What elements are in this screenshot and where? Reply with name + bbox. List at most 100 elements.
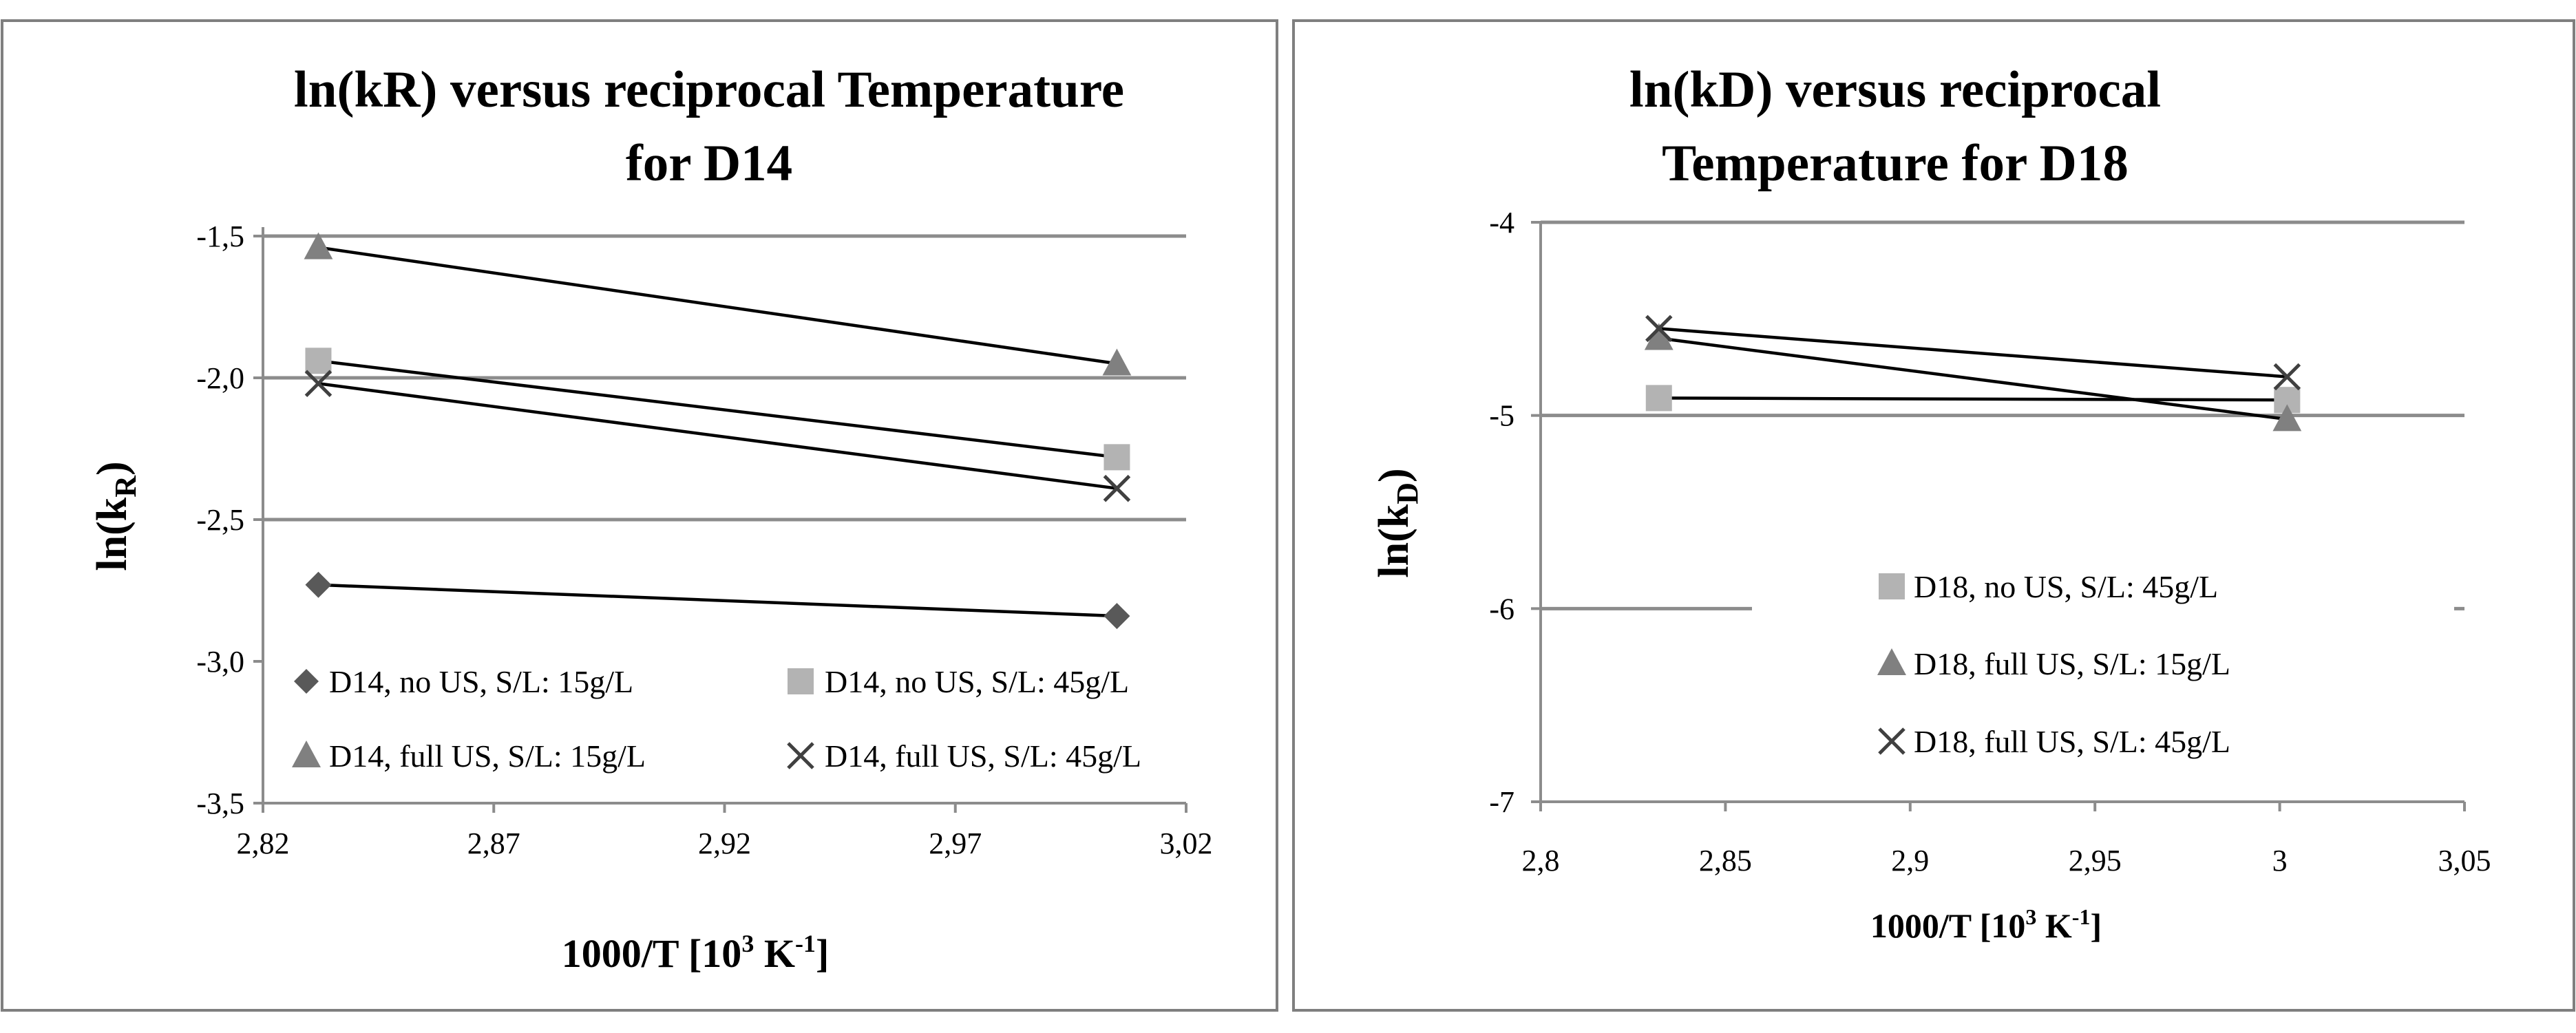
chart-d18-x-axis-label: 1000/T [103 K-1] <box>1870 904 2102 945</box>
chart-d14-series-line <box>318 583 1117 618</box>
chart-d14-data-point-x <box>304 370 332 398</box>
legend-label: D18, full US, S/L: 15g/L <box>1914 646 2230 681</box>
chart-d18-series-lines <box>1658 327 2288 421</box>
legend-marker-square <box>788 668 814 694</box>
chart-d14-y-axis-label: ln(kR) <box>89 461 142 571</box>
chart-d18-series-line <box>1658 396 2288 402</box>
chart-d14-gridlines <box>263 234 1186 522</box>
chart-d18-x-tick-label: 2,95 <box>2069 844 2122 877</box>
chart-d18-xlabel-close: ] <box>2090 906 2102 945</box>
chart-d14-xlabel-sup1: 3 <box>741 930 754 957</box>
chart-d18-x-ticks: 2,8 2,85 2,9 2,95 3 3,05 <box>1522 802 2491 877</box>
chart-d18-xlabel-sup1: 3 <box>2025 904 2036 929</box>
legend-label: D14, no US, S/L: 15g/L <box>329 664 633 699</box>
chart-d18-ylabel-close: ) <box>1371 468 1417 482</box>
chart-d14-x-ticks: 2,82 2,87 2,92 2,97 3,02 <box>237 803 1213 860</box>
chart-d18-legend-background <box>1752 551 2454 785</box>
chart-d14-x-tick-label: 2,87 <box>467 827 520 860</box>
legend-label: D14, full US, S/L: 15g/L <box>329 738 646 774</box>
chart-d18: ln(kD) versus reciprocal Temperature for… <box>1292 19 2575 1012</box>
chart-d18-frame <box>1292 19 2575 1012</box>
chart-d18-ylabel-sub: D <box>1391 482 1424 504</box>
chart-d14-title-line-2: for D14 <box>626 135 792 192</box>
chart-d18-ylabel-main: ln(k <box>1371 504 1417 577</box>
chart-d18-x-tick-label: 3 <box>2272 844 2288 877</box>
chart-d14-data-point-triangle <box>1102 348 1132 376</box>
legend-item-2: D18, full US, S/L: 45g/L <box>1878 724 2230 759</box>
chart-d14-x-tick-label: 2,97 <box>929 827 982 860</box>
chart-d18-y-tick-label: -5 <box>1489 399 1514 433</box>
chart-d18-xlabel-mid: K <box>2036 906 2072 945</box>
chart-d18-y-tick-label: -4 <box>1489 206 1514 239</box>
chart-d18-series-line <box>1658 327 2288 379</box>
chart-d14-data-point-diamond <box>1104 603 1130 630</box>
chart-d18-xlabel-main: 1000/T [10 <box>1870 906 2026 945</box>
legend-label: D18, full US, S/L: 45g/L <box>1914 724 2230 759</box>
chart-d18-xlabel-sup2: -1 <box>2072 904 2091 929</box>
chart-d18-series-line <box>1658 337 2288 421</box>
chart-d18-data-point-x <box>2273 363 2301 391</box>
legend-item-1: D14, no US, S/L: 45g/L <box>788 664 1129 699</box>
chart-d14-data-point-square <box>1104 444 1130 471</box>
chart-d14-ylabel-close: ) <box>89 461 136 476</box>
chart-d18-title-line-1: ln(kD) versus reciprocal <box>1629 61 2161 118</box>
legend-marker-x <box>787 742 814 769</box>
chart-d14-y-tick-label: -1,5 <box>196 220 244 253</box>
chart-d18-axes <box>1539 222 2464 803</box>
legend-marker-x <box>1878 727 1905 755</box>
chart-d14-x-tick-label: 2,92 <box>698 827 751 860</box>
legend-marker-diamond <box>294 669 319 694</box>
legend-label: D14, no US, S/L: 45g/L <box>825 664 1129 699</box>
chart-d18-y-ticks: -4 -5 -6 -7 <box>1489 206 1541 819</box>
chart-d14-x-tick-label: 3,02 <box>1160 827 1213 860</box>
chart-d14-y-tick-label: -2,5 <box>196 503 244 537</box>
legend-marker-triangle <box>292 741 321 767</box>
legend-label: D14, full US, S/L: 45g/L <box>825 738 1141 774</box>
legend-item-0: D18, no US, S/L: 45g/L <box>1879 569 2218 604</box>
legend-marker-triangle <box>1877 648 1906 675</box>
chart-d14-y-tick-label: -2,0 <box>196 361 244 395</box>
legend-marker-square <box>1879 573 1905 599</box>
chart-d18-data-point-x <box>1645 315 1673 343</box>
chart-d14-x-tick-label: 2,82 <box>237 827 290 860</box>
chart-d14-ylabel-main: ln(k <box>89 497 136 571</box>
legend-item-1: D18, full US, S/L: 15g/L <box>1877 646 2230 681</box>
chart-d14-xlabel-mid: K <box>754 931 795 976</box>
chart-d14: ln(kR) versus reciprocal Temperature for… <box>1 19 1278 1012</box>
chart-d14-data-point-x <box>1103 474 1131 502</box>
chart-d18-x-tick-label: 2,8 <box>1522 844 1560 877</box>
chart-d18-data-point-square <box>1645 385 1672 412</box>
chart-d18-x-tick-label: 3,05 <box>2438 844 2491 877</box>
chart-d14-data-point-triangle <box>304 232 333 259</box>
legend-item-0: D14, no US, S/L: 15g/L <box>294 664 633 699</box>
chart-d14-xlabel-main: 1000/T [10 <box>562 931 742 976</box>
chart-d18-y-tick-label: -7 <box>1489 785 1514 819</box>
chart-d14-y-ticks: -1,5 -2,0 -2,5 -3,0 -3,5 <box>196 220 263 820</box>
legend-label: D18, no US, S/L: 45g/L <box>1914 569 2218 604</box>
chart-d14-data-point-diamond <box>305 571 332 598</box>
legend-item-3: D14, full US, S/L: 45g/L <box>787 738 1141 774</box>
chart-d14-x-axis-label: 1000/T [103 K-1] <box>562 930 830 976</box>
chart-d14-series-lines <box>318 246 1117 618</box>
chart-d18-y-axis-label: ln(kD) <box>1371 468 1424 577</box>
chart-d18-x-tick-label: 2,9 <box>1891 844 1929 877</box>
legend-item-2: D14, full US, S/L: 15g/L <box>292 738 646 774</box>
chart-d18-markers <box>1644 315 2302 432</box>
chart-d14-data-point-square <box>305 348 332 374</box>
chart-d14-title-line-1: ln(kR) versus reciprocal Temperature <box>294 61 1124 118</box>
chart-d14-series-line <box>318 382 1117 490</box>
chart-d18-x-tick-label: 2,85 <box>1699 844 1752 877</box>
chart-d18-data-point-triangle <box>1644 323 1674 350</box>
chart-d18-y-tick-label: -6 <box>1489 592 1514 626</box>
chart-d18-data-point-triangle <box>2272 404 2302 432</box>
chart-d14-frame <box>1 19 1278 1012</box>
chart-d14-y-tick-label: -3,5 <box>196 787 244 820</box>
chart-d14-markers <box>304 232 1132 630</box>
chart-d14-y-tick-label: -3,0 <box>196 645 244 679</box>
chart-d14-legend: D14, no US, S/L: 15g/L D14, no US, S/L: … <box>292 664 1141 774</box>
chart-d14-xlabel-close: ] <box>816 931 829 976</box>
chart-d14-series-line <box>318 246 1117 365</box>
chart-d14-series-line <box>318 359 1117 459</box>
chart-d18-legend: D18, no US, S/L: 45g/L D18, full US, S/L… <box>1877 569 2230 759</box>
